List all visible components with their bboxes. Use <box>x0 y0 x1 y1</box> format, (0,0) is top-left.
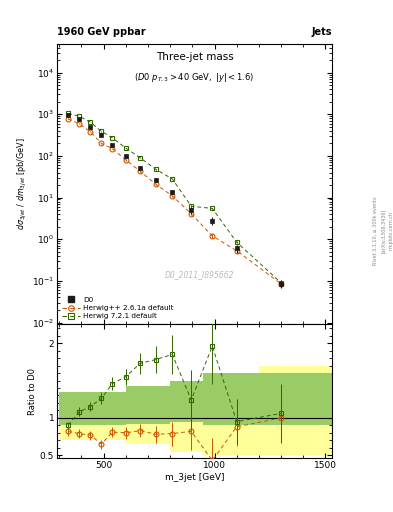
Text: Rivet 3.1.10, ≥ 300k events: Rivet 3.1.10, ≥ 300k events <box>373 196 378 265</box>
Text: D0_2011_I895662: D0_2011_I895662 <box>165 270 235 280</box>
Text: mcplots.cern.ch: mcplots.cern.ch <box>389 211 393 250</box>
X-axis label: m_3jet [GeV]: m_3jet [GeV] <box>165 473 224 482</box>
Text: [arXiv:1306.3436]: [arXiv:1306.3436] <box>381 208 386 252</box>
Legend: D0, Herwig++ 2.6.1a default, Herwig 7.2.1 default: D0, Herwig++ 2.6.1a default, Herwig 7.2.… <box>61 295 175 321</box>
Y-axis label: Ratio to D0: Ratio to D0 <box>28 368 37 415</box>
Text: $(D0\ p_{T,3} > 40\ \mathrm{GeV},\ |y| < 1.6)$: $(D0\ p_{T,3} > 40\ \mathrm{GeV},\ |y| <… <box>134 72 255 84</box>
Text: Three-jet mass: Three-jet mass <box>156 52 233 62</box>
Y-axis label: $d\sigma_{3jet}\ /\ dm_{3jet}\ \mathrm{[pb/GeV]}$: $d\sigma_{3jet}\ /\ dm_{3jet}\ \mathrm{[… <box>16 138 29 230</box>
Text: 1960 GeV ppbar: 1960 GeV ppbar <box>57 27 146 37</box>
Text: Jets: Jets <box>312 27 332 37</box>
